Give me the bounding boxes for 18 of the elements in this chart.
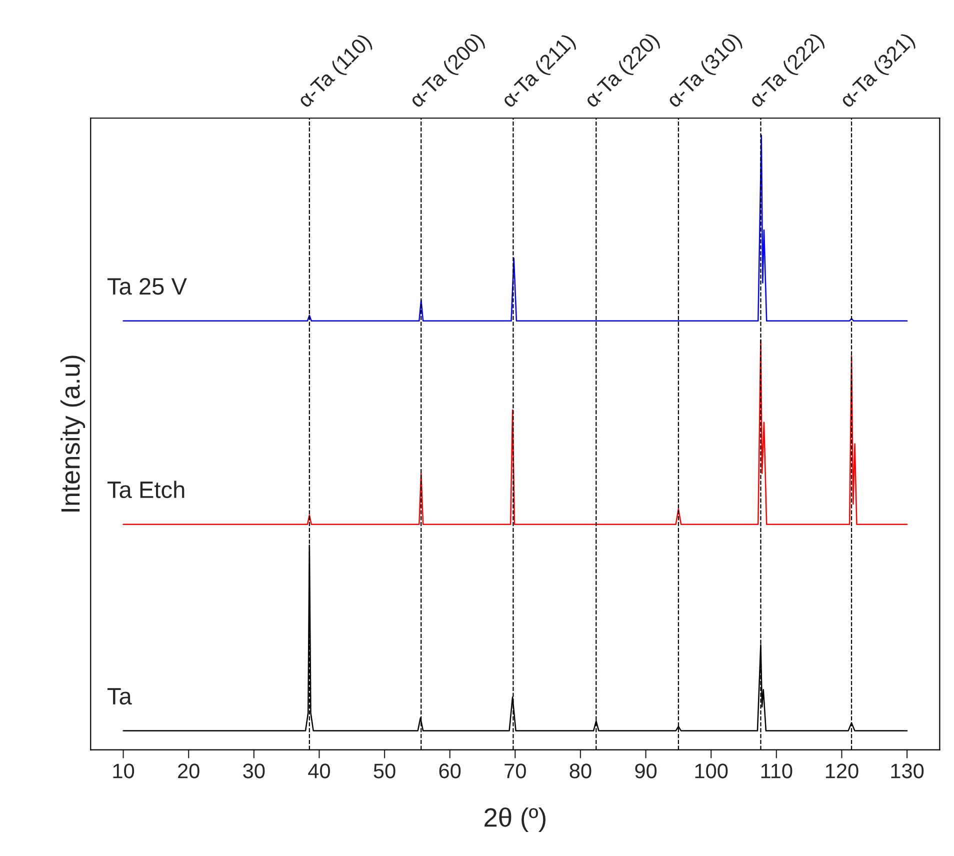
x-tick-label: 110 xyxy=(761,764,792,778)
series-label: Ta Etch xyxy=(107,480,184,498)
x-tick-label: 50 xyxy=(374,764,396,778)
x-tick-label: 120 xyxy=(826,764,858,778)
x-tick-label: 40 xyxy=(308,764,330,778)
x-tick-label: 60 xyxy=(439,764,461,778)
x-tick-label: 80 xyxy=(570,764,592,778)
x-axis-title: 2θ (º) xyxy=(484,807,546,832)
series-label: Ta 25 V xyxy=(107,278,187,295)
x-tick-label: 20 xyxy=(178,764,200,778)
x-tick-label: 130 xyxy=(891,764,924,778)
series-label: Ta xyxy=(107,688,132,705)
x-tick-label: 10 xyxy=(113,764,134,778)
y-axis-title: Intensity (a.u) xyxy=(60,356,86,512)
x-tick-label: 70 xyxy=(504,764,526,778)
x-tick-label: 100 xyxy=(695,764,728,778)
x-tick-label: 90 xyxy=(635,764,657,778)
x-tick-label: 30 xyxy=(243,764,265,778)
